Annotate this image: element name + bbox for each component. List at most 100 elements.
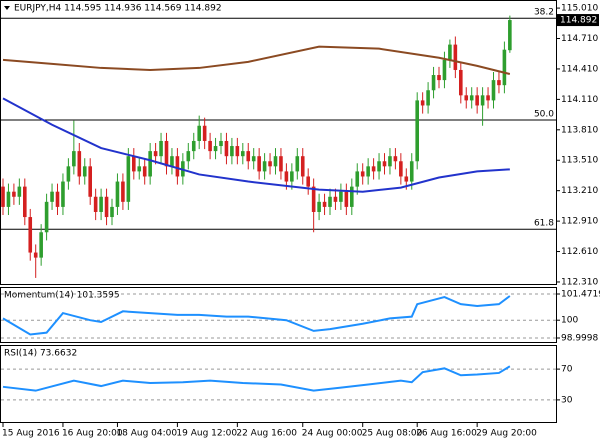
candle-body xyxy=(197,125,201,141)
candle-body xyxy=(279,156,283,172)
last-price-label: 114.892 xyxy=(560,16,597,26)
candle-body xyxy=(230,146,234,157)
candle-body xyxy=(55,191,60,207)
candle-body xyxy=(175,156,180,177)
y-tick-label: 30 xyxy=(561,395,573,405)
candle-body xyxy=(486,95,490,101)
candle-body xyxy=(295,156,300,172)
y-tick-label: 114.710 xyxy=(561,34,598,44)
x-tick-label: 22 Aug 16:00 xyxy=(236,429,297,439)
x-tick-label: 16 Aug 20:00 xyxy=(62,429,123,439)
candle-body xyxy=(491,80,496,101)
candle-body xyxy=(17,186,22,197)
candle-body xyxy=(502,49,507,86)
candle-body xyxy=(23,186,27,218)
candle-body xyxy=(77,151,82,177)
candle-body xyxy=(148,151,152,177)
fib-label: 38.2 xyxy=(534,8,554,18)
chart-title: EURJPY,H4 114.595 114.936 114.569 114.89… xyxy=(14,4,222,14)
candle-body xyxy=(464,95,469,101)
momentum-panel xyxy=(0,287,557,343)
candle-body xyxy=(442,59,447,81)
series-line xyxy=(2,295,511,336)
candle-body xyxy=(284,171,289,182)
candle-body xyxy=(82,166,87,177)
candle-body xyxy=(497,80,501,86)
candle-body xyxy=(50,191,54,202)
candle-body xyxy=(453,44,458,70)
candle-body xyxy=(339,191,343,202)
candle-body xyxy=(202,125,207,141)
x-tick-label: 18 Aug 04:00 xyxy=(116,429,177,439)
x-tick-label: 19 Aug 12:00 xyxy=(176,429,237,439)
candle-body xyxy=(224,140,229,157)
candle-body xyxy=(6,191,11,207)
candle-body xyxy=(437,75,441,81)
candle-body xyxy=(104,196,109,218)
candle-body xyxy=(311,186,316,212)
candle-body xyxy=(115,181,120,207)
candle-body xyxy=(273,156,278,167)
candle-body xyxy=(393,156,398,162)
candle-body xyxy=(404,176,409,182)
candle-body xyxy=(246,151,251,162)
y-tick-label: 112.610 xyxy=(561,247,598,257)
y-tick-label: 70 xyxy=(561,365,573,375)
x-tick-label: 29 Aug 20:00 xyxy=(476,429,537,439)
last-price-box xyxy=(557,14,599,27)
candle-body xyxy=(241,151,245,157)
candle-body xyxy=(366,166,370,177)
candle-body xyxy=(262,161,267,172)
fib-label: 61.8 xyxy=(534,219,554,229)
candle-body xyxy=(420,100,425,106)
series-line xyxy=(2,365,511,392)
candle-body xyxy=(208,140,212,152)
candle-body xyxy=(88,166,92,197)
candle-body xyxy=(257,156,261,172)
menu-arrow xyxy=(4,6,10,10)
candle-body xyxy=(12,191,16,197)
x-tick-label: 15 Aug 2016 xyxy=(2,429,60,439)
candle-body xyxy=(399,161,403,177)
candle-body xyxy=(388,156,392,167)
candle-body xyxy=(137,166,142,172)
main-panel xyxy=(0,0,557,285)
candle-body xyxy=(508,20,512,51)
x-tick-label: 25 Aug 08:00 xyxy=(362,429,423,439)
y-tick-label: 112.910 xyxy=(561,217,598,227)
candle-body xyxy=(480,95,485,106)
candle-body xyxy=(72,151,76,167)
y-tick-label: 98.9998 xyxy=(561,334,598,344)
candle-body xyxy=(431,75,436,91)
y-tick-label: 115.010 xyxy=(561,4,598,14)
x-tick-label: 26 Aug 16:00 xyxy=(416,429,477,439)
candle-body xyxy=(186,151,191,162)
candle-body xyxy=(164,140,169,167)
candle-body xyxy=(322,201,327,207)
candle-body xyxy=(469,95,474,101)
candle-body xyxy=(350,186,354,207)
candle-body xyxy=(290,171,294,182)
candle-body xyxy=(377,161,381,172)
rsi-title: RSI(14) 73.6632 xyxy=(4,349,77,359)
candle-body xyxy=(415,100,419,162)
candle-body xyxy=(1,186,5,207)
candle-body xyxy=(159,140,163,157)
candle-body xyxy=(448,44,452,60)
y-tick-label: 114.410 xyxy=(561,64,598,74)
candle-body xyxy=(126,156,131,202)
candle-body xyxy=(268,161,272,167)
candle-body xyxy=(132,156,136,172)
candle-body xyxy=(300,156,305,177)
candle-body xyxy=(170,156,174,167)
candle-body xyxy=(121,181,125,202)
y-tick-label: 114.110 xyxy=(561,95,598,105)
candle-body xyxy=(360,171,365,177)
candle-body xyxy=(28,217,33,253)
candle-body xyxy=(110,206,114,218)
y-tick-label: 113.810 xyxy=(561,125,598,135)
candle-body xyxy=(355,171,360,187)
rsi-panel xyxy=(0,345,557,423)
y-tick-label: 100 xyxy=(561,316,578,326)
